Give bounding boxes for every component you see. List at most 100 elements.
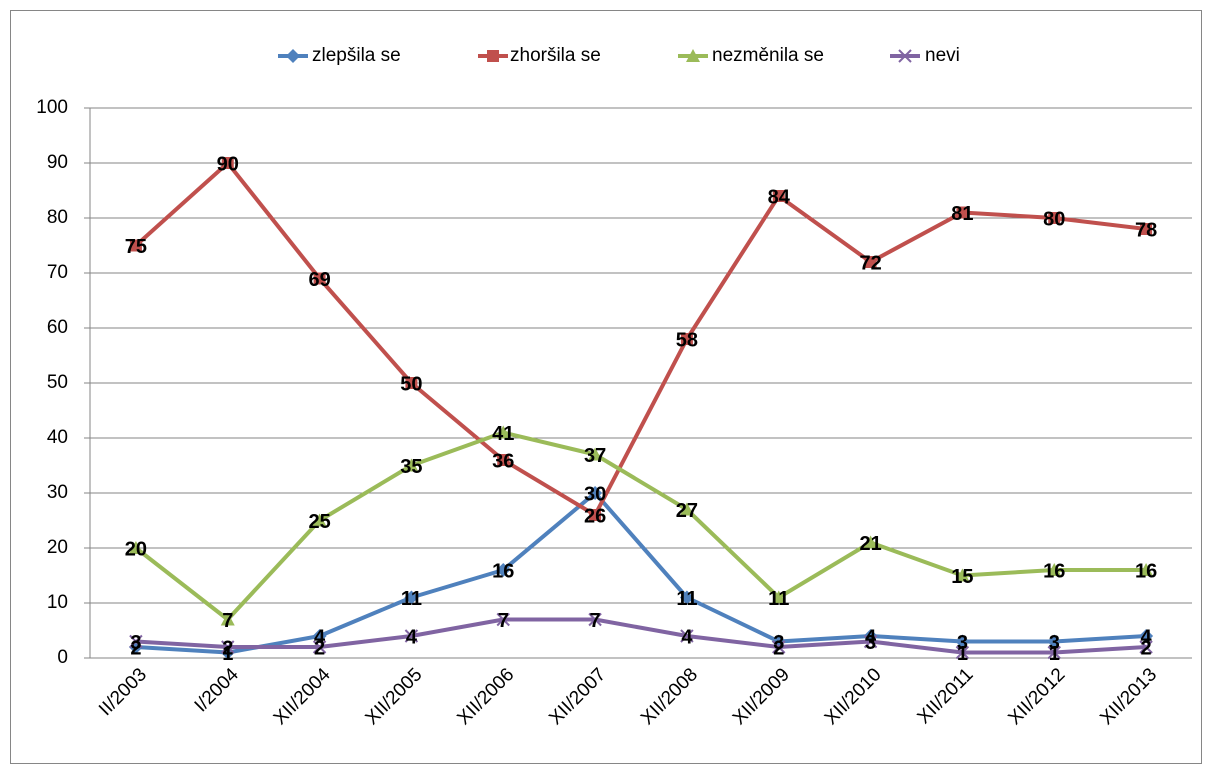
- data-label: 81: [951, 203, 973, 225]
- data-label: 90: [217, 153, 239, 175]
- data-label: 2: [1141, 637, 1152, 659]
- marker: [496, 612, 510, 627]
- y-tick-label: 40: [47, 427, 68, 448]
- marker: [771, 590, 786, 604]
- series-line: [135, 491, 1147, 655]
- marker: [772, 640, 786, 654]
- marker: [1140, 223, 1153, 235]
- marker: [404, 590, 419, 605]
- legend-label: zlepšila se: [312, 45, 401, 66]
- y-tick-label: 70: [47, 262, 68, 283]
- data-label: 2: [222, 637, 233, 659]
- marker: [496, 425, 511, 439]
- marker: [128, 640, 143, 654]
- data-label: 4: [406, 626, 418, 648]
- marker: [312, 640, 327, 654]
- y-tick-label: 20: [47, 537, 68, 558]
- marker: [863, 634, 878, 649]
- marker: [496, 563, 511, 577]
- data-label: 35: [400, 456, 422, 478]
- marker: [1048, 212, 1061, 224]
- marker: [497, 454, 510, 466]
- data-label: 2: [130, 637, 141, 659]
- marker: [898, 49, 912, 63]
- marker: [1047, 634, 1062, 649]
- y-tick-label: 50: [47, 372, 68, 393]
- marker: [956, 206, 969, 219]
- data-label: 1: [222, 643, 233, 665]
- data-label: 4: [1141, 626, 1153, 648]
- marker: [312, 629, 327, 643]
- marker: [404, 458, 419, 472]
- marker: [404, 629, 419, 643]
- data-label: 1: [957, 643, 968, 665]
- data-label: 2: [773, 637, 784, 659]
- data-label: 30: [584, 483, 606, 505]
- y-tick-label: 60: [47, 317, 68, 338]
- data-label: 41: [492, 423, 514, 445]
- marker: [955, 645, 970, 660]
- marker: [863, 629, 878, 643]
- data-label: 3: [1049, 632, 1060, 654]
- marker: [772, 190, 785, 202]
- data-label: 2: [314, 637, 325, 659]
- data-label: 16: [1135, 560, 1157, 582]
- data-label: 78: [1135, 219, 1157, 241]
- y-tick-label: 10: [47, 592, 68, 613]
- marker: [221, 640, 235, 654]
- data-label: 20: [125, 538, 147, 560]
- data-label: 26: [584, 505, 606, 527]
- data-label: 4: [314, 626, 326, 648]
- y-tick-label: 90: [47, 152, 68, 173]
- marker: [680, 629, 694, 643]
- data-label: 3: [957, 632, 968, 654]
- data-label: 1: [1049, 643, 1060, 665]
- marker: [588, 612, 602, 627]
- marker: [1047, 563, 1062, 576]
- data-label: 11: [676, 588, 697, 610]
- data-label: 3: [865, 632, 876, 654]
- chart-border: [10, 10, 1202, 764]
- marker: [955, 568, 970, 582]
- data-label: 11: [401, 588, 422, 610]
- marker: [1139, 629, 1154, 643]
- data-label: 3: [130, 632, 141, 654]
- data-label: 36: [492, 450, 514, 472]
- y-tick-label: 30: [47, 482, 68, 503]
- marker: [1047, 645, 1061, 660]
- marker: [686, 49, 700, 62]
- data-label: 7: [590, 610, 601, 632]
- data-label: 84: [768, 186, 791, 208]
- data-label: 25: [308, 511, 330, 533]
- marker: [771, 634, 786, 649]
- marker: [680, 333, 693, 345]
- marker: [312, 513, 327, 527]
- data-label: 58: [676, 329, 698, 351]
- data-label: 3: [773, 632, 784, 654]
- marker: [487, 50, 499, 62]
- marker: [864, 256, 877, 268]
- data-label: 69: [308, 269, 330, 291]
- marker: [955, 634, 970, 649]
- marker: [863, 535, 878, 549]
- data-label: 21: [859, 533, 881, 555]
- data-label: 16: [1043, 560, 1065, 582]
- data-label: 15: [951, 566, 973, 588]
- data-label: 72: [859, 252, 881, 274]
- data-label: 50: [400, 373, 422, 395]
- marker: [220, 612, 235, 626]
- y-tick-label: 80: [47, 207, 68, 228]
- data-label: 16: [492, 560, 514, 582]
- y-tick-label: 0: [57, 647, 68, 668]
- data-label: 7: [498, 610, 509, 632]
- series-line: [135, 617, 1147, 655]
- legend-label: nezměnila se: [712, 45, 824, 66]
- series-line: [134, 430, 1147, 622]
- marker: [221, 157, 234, 169]
- data-label: 11: [768, 588, 789, 610]
- marker: [129, 239, 142, 252]
- marker: [128, 541, 143, 554]
- legend-label: nevi: [925, 45, 960, 66]
- marker: [313, 272, 326, 285]
